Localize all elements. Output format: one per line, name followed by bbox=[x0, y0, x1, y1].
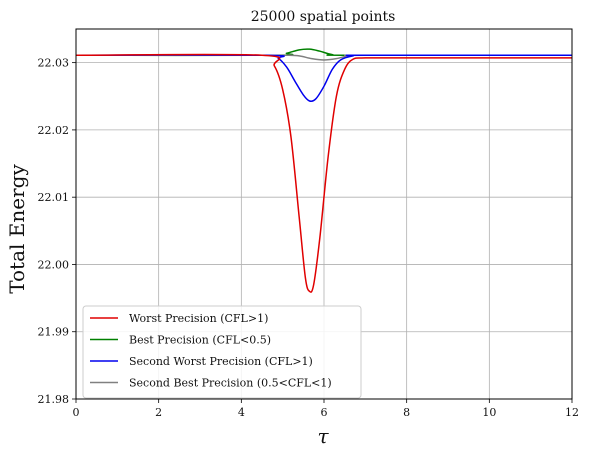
legend-box bbox=[82, 305, 362, 399]
legend-label: Second Best Precision (0.5<CFL<1) bbox=[129, 377, 332, 390]
y-tick-label: 22.02 bbox=[38, 124, 70, 137]
series-line-0 bbox=[75, 53, 572, 293]
grid-lines bbox=[75, 29, 573, 400]
y-tick-label: 22.01 bbox=[38, 191, 70, 204]
x-tick-label: 6 bbox=[321, 406, 328, 419]
x-tick-label: 4 bbox=[238, 406, 245, 419]
legend-label: Best Precision (CFL<0.5) bbox=[129, 334, 271, 347]
x-tick-label: 0 bbox=[73, 406, 80, 419]
x-tick-label: 8 bbox=[403, 406, 410, 419]
x-tick-label: 12 bbox=[565, 406, 579, 419]
y-tick-label: 21.99 bbox=[38, 326, 70, 339]
y-tick-label: 22.03 bbox=[38, 57, 70, 70]
chart-title: 25000 spatial points bbox=[251, 9, 396, 25]
x-tick-label: 2 bbox=[155, 406, 162, 419]
legend-label: Second Worst Precision (CFL>1) bbox=[129, 355, 313, 368]
axis-ticks: 0 2 4 6 8 10 12 21.98 21.99 22.00 22.01 22.02 22.03 bbox=[38, 57, 580, 419]
y-tick-label: 22.00 bbox=[38, 258, 70, 271]
series-lines bbox=[75, 48, 573, 293]
legend: Worst Precision (CFL>1) Best Precision (C… bbox=[82, 305, 362, 399]
y-tick-label: 21.98 bbox=[38, 393, 70, 406]
x-axis-label: τ bbox=[317, 424, 329, 448]
x-tick-label: 10 bbox=[482, 406, 496, 419]
y-axis-label: Total Energy bbox=[5, 164, 29, 294]
legend-label: Worst Precision (CFL>1) bbox=[129, 312, 268, 325]
